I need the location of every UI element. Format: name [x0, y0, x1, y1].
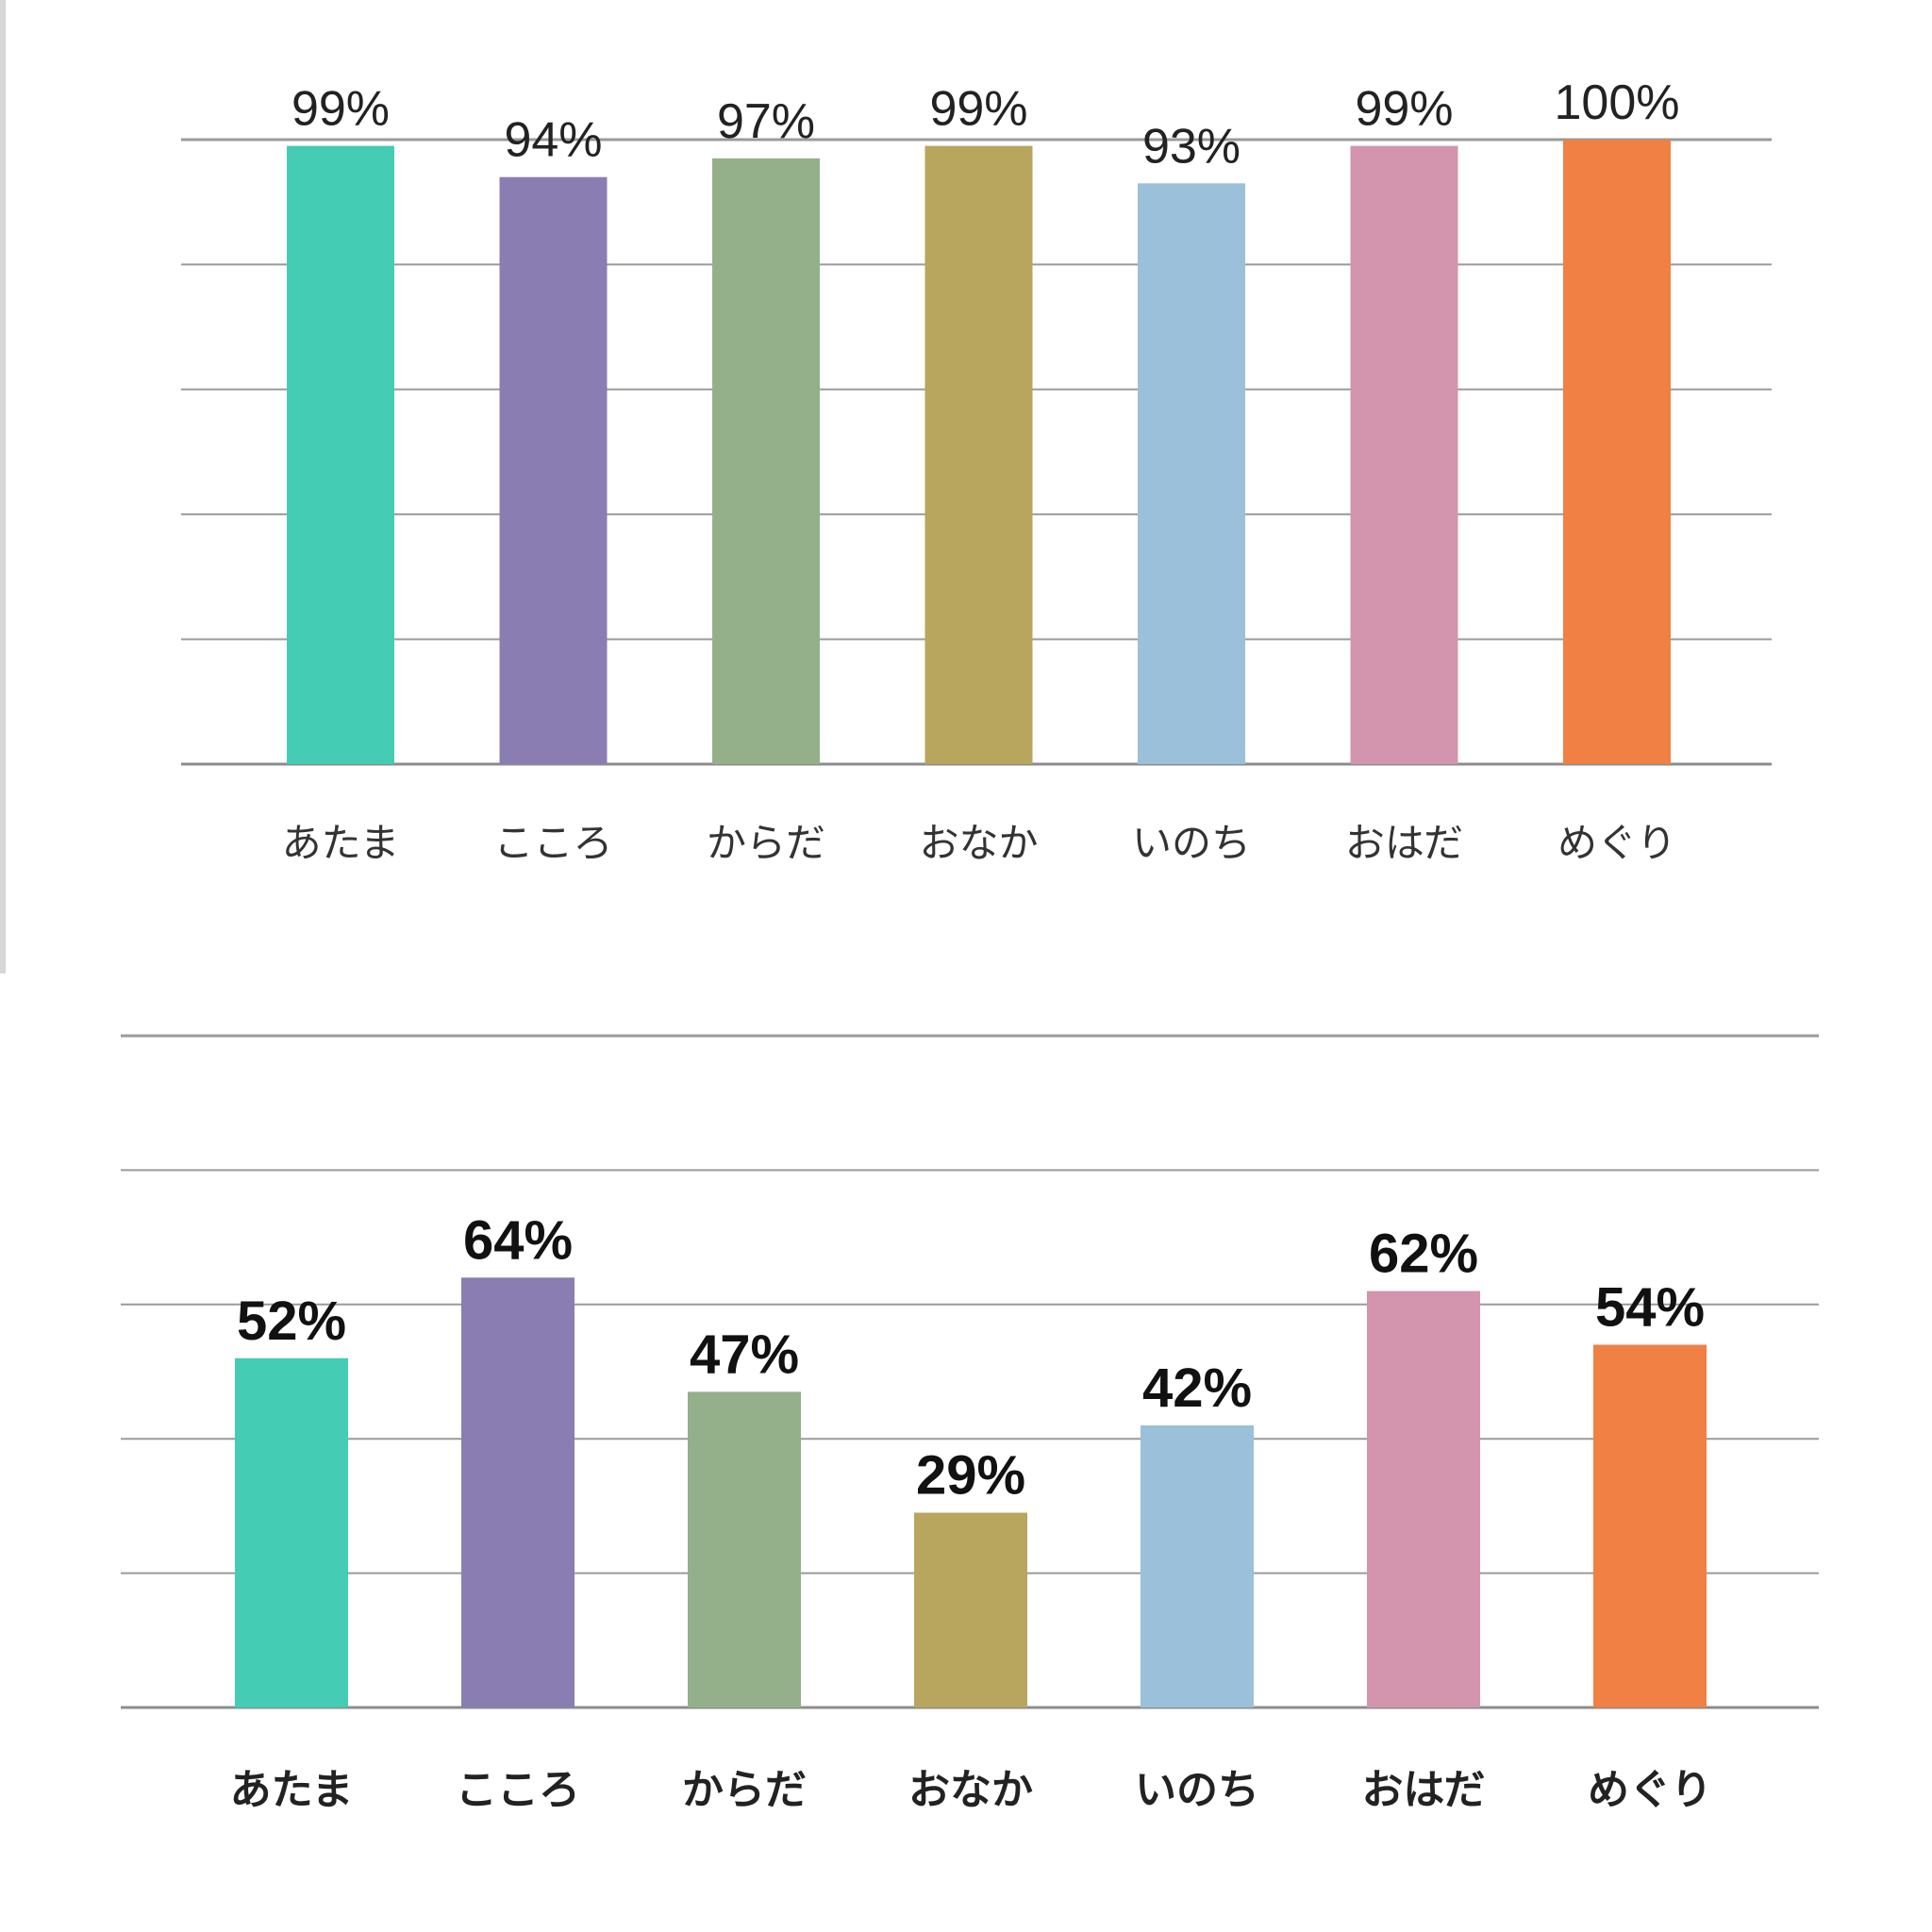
data-label: 100%	[1555, 75, 1680, 130]
data-label: 93%	[1142, 119, 1241, 174]
bar-めぐり	[1593, 1344, 1707, 1707]
x-tick-label: こころ	[493, 820, 612, 866]
x-tick-label: おなか	[919, 820, 1038, 866]
x-tick-label: からだ	[707, 820, 825, 866]
x-tick-label: からだ	[682, 1766, 807, 1814]
x-tick-label: めぐり	[1557, 820, 1676, 866]
bar-めぐり	[1563, 140, 1671, 764]
bar-いのち	[1138, 183, 1245, 765]
bar-こころ	[499, 176, 608, 765]
x-tick-label: あたま	[282, 820, 400, 866]
data-label: 99%	[1355, 82, 1453, 137]
data-label: 52%	[237, 1291, 346, 1352]
x-tick-label: いのち	[1132, 820, 1251, 866]
data-label: 99%	[291, 82, 390, 137]
x-tick-label: おはだ	[1345, 820, 1463, 866]
data-label: 97%	[717, 94, 815, 149]
x-tick-label: あたま	[230, 1766, 354, 1814]
bar-いのち	[1141, 1424, 1254, 1707]
gridlines	[121, 1034, 1819, 1709]
data-label: 54%	[1595, 1277, 1705, 1339]
x-tick-label: こころ	[456, 1766, 580, 1814]
bar-あたま	[235, 1357, 348, 1707]
chart-top-bar-chart: 99% あたま 94% こころ 97% からだ 99% おなか 93% いのち 99% おはだ 100%…	[181, 75, 1772, 866]
bar-おなか	[914, 1512, 1027, 1707]
bar-おなか	[924, 145, 1033, 764]
bar-おはだ	[1350, 145, 1458, 764]
x-tick-label: おはだ	[1361, 1766, 1485, 1814]
x-tick-label: いのち	[1135, 1766, 1259, 1814]
data-label: 62%	[1369, 1224, 1478, 1285]
bar-こころ	[461, 1277, 575, 1707]
data-label: 42%	[1142, 1357, 1252, 1419]
x-tick-label: めぐり	[1588, 1766, 1712, 1814]
x-tick-label: おなか	[908, 1766, 1033, 1814]
data-label: 94%	[504, 113, 602, 168]
bar-からだ	[688, 1391, 801, 1707]
left-edge-divider	[0, 0, 6, 974]
data-label: 64%	[463, 1209, 573, 1271]
chart-bottom-bar-chart: 52% あたま 64% こころ 47% からだ 29% おなか 42% いのち 62% おはだ 54% め…	[121, 1034, 1819, 1814]
bar-おはだ	[1367, 1291, 1480, 1707]
data-label: 29%	[916, 1445, 1025, 1507]
bar-あたま	[287, 145, 394, 764]
data-label: 99%	[929, 82, 1027, 137]
data-label: 47%	[690, 1324, 799, 1385]
bar-からだ	[712, 158, 820, 765]
